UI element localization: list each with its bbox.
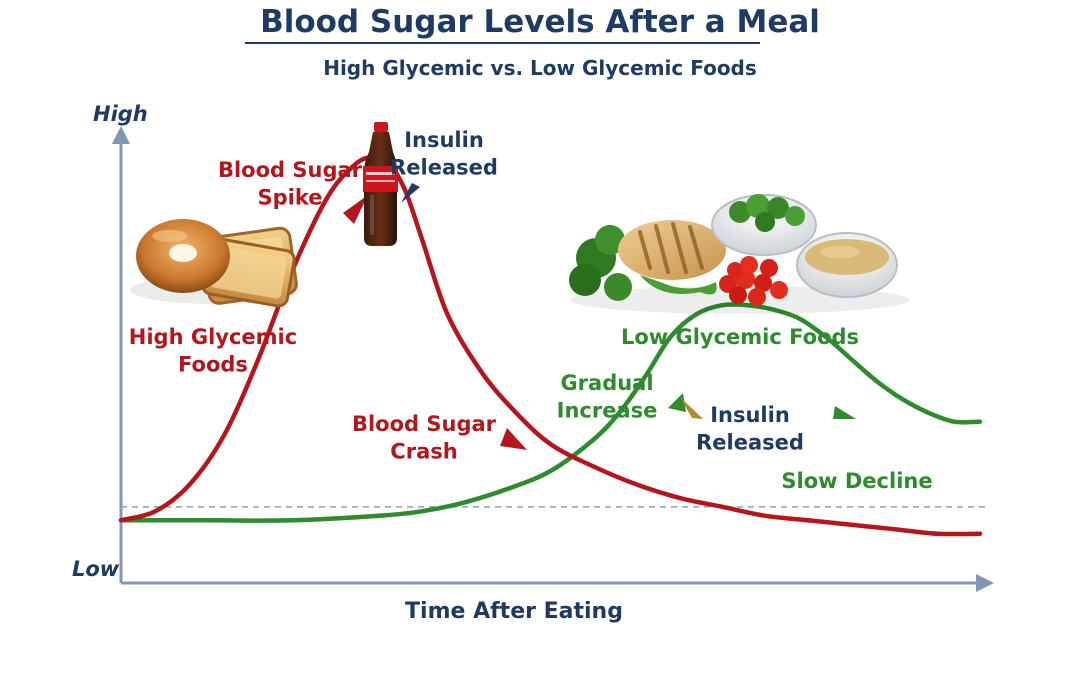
healthy-foods-image [569,194,910,314]
insulin-pointer-low [680,397,703,419]
spike-arrowhead [343,195,368,224]
y-axis-low-label: Low [72,557,120,581]
chart-title: Blood Sugar Levels After a Meal [260,4,820,40]
insulin-pointer-high [401,183,420,203]
gradual-arrowhead [668,393,686,412]
annotation-low-glycemic-foods: Low Glycemic Foods [621,325,859,349]
crash-arrowhead [500,428,527,450]
series-line-low-glycemic [118,302,983,523]
annotation-gradual-increase: Gradual Increase [557,371,658,422]
annotation-blood-sugar-crash: Blood Sugar Crash [352,412,497,463]
soda-bottle-image [363,122,398,246]
annotation-insulin-released-high: Insulin Released [390,128,498,179]
x-axis-label: Time After Eating [405,599,623,624]
annotation-high-glycemic-foods: High Glycemic Foods [129,325,297,376]
chart-subtitle: High Glycemic vs. Low Glycemic Foods [323,56,757,80]
annotation-blood-sugar-spike: Blood Sugar Spike [218,158,363,209]
series-line-high-glycemic [118,154,983,537]
annotation-insulin-released-low: Insulin Released [696,403,804,454]
title-underline [245,42,760,44]
bagel-toast-image [130,219,300,308]
decline-arrowhead [833,406,856,419]
y-axis-high-label: High [93,102,148,126]
annotation-slow-decline: Slow Decline [781,469,932,493]
